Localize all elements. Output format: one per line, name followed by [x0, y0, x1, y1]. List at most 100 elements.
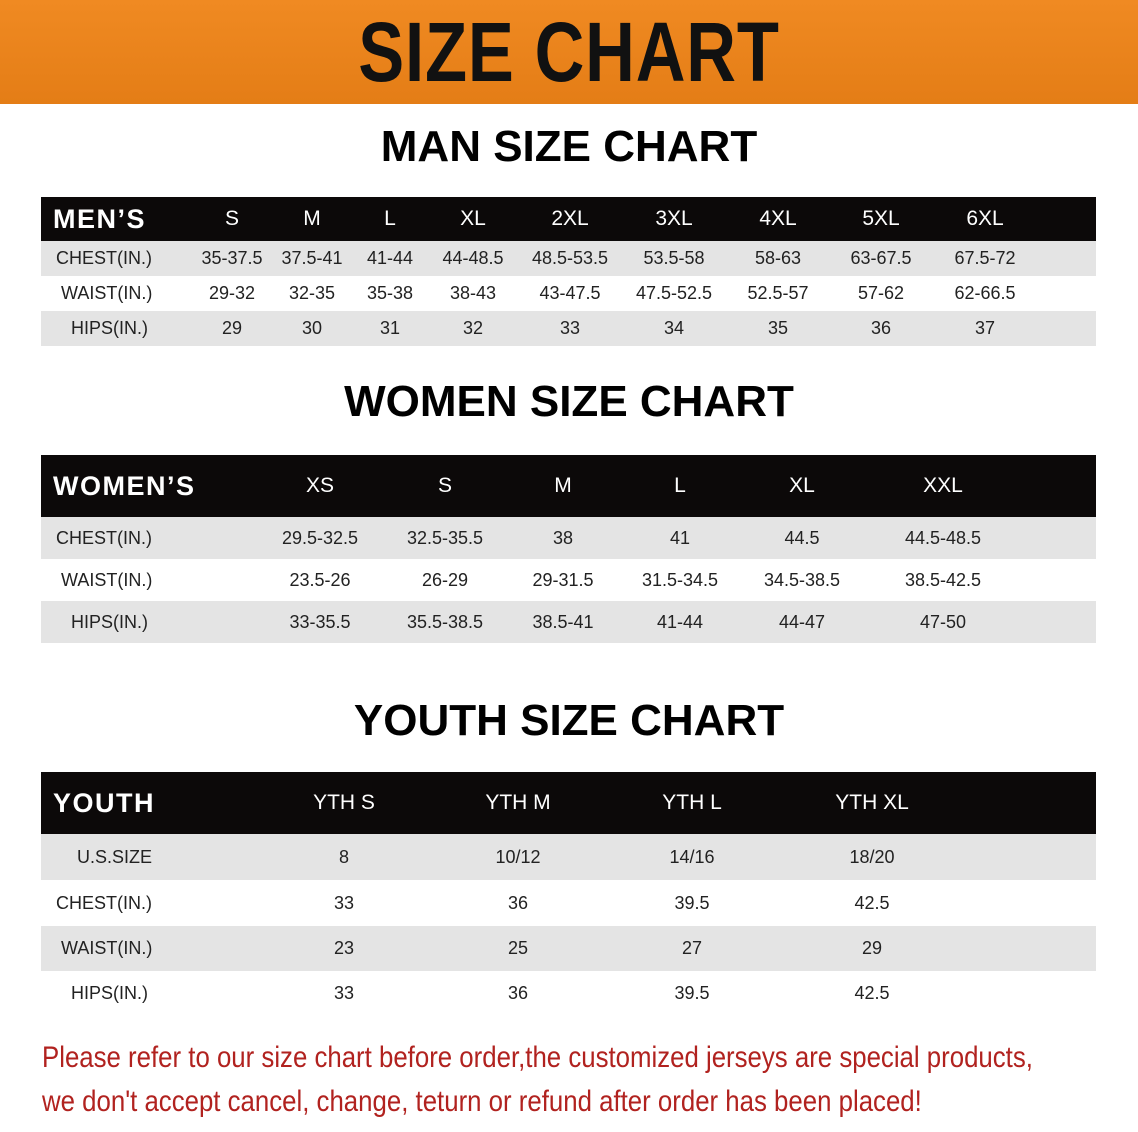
table-cell: 44.5 — [784, 527, 820, 548]
table-cell: 57-62 — [857, 283, 905, 303]
table-cell: 32.5-35.5 — [406, 527, 484, 548]
size-header-l: L — [674, 474, 686, 497]
table-row: WAIST(IN.) 23 25 27 29 — [41, 926, 1096, 971]
table-row: CHEST(IN.) 29.5-32.5 32.5-35.5 38 41 44.5 44.5… — [41, 517, 1096, 559]
header-row: MEN’S S M L XL 2XL 3XL 4XL 5XL 6XL — [41, 197, 1096, 241]
header-row: WOMEN’S XS S M L XL XXL — [41, 455, 1096, 517]
table-cell: 39.5 — [674, 892, 710, 913]
table-cell: 44.5-48.5 — [904, 527, 982, 548]
table-cell: 37 — [974, 318, 996, 338]
youth-heading: YOUTH SIZE CHART — [353, 696, 785, 745]
table-row: WAIST(IN.) 23.5-26 26-29 29-31.5 31.5-34.5 34… — [41, 559, 1096, 601]
table-cell: 23.5-26 — [289, 569, 351, 590]
table-cell: 38.5-42.5 — [904, 569, 982, 590]
page-title: SIZE CHART — [358, 4, 780, 99]
row-label: WAIST(IN.) — [61, 569, 153, 590]
row-label: U.S.SIZE — [77, 846, 153, 867]
row-label: WAIST(IN.) — [61, 283, 153, 303]
table-cell: 38 — [552, 527, 574, 548]
men-size-table: MEN’S S M L XL 2XL 3XL 4XL 5XL 6XL CHEST(IN.) 35-37… — [41, 197, 1096, 346]
table-cell: 33-35.5 — [289, 611, 351, 632]
table-cell: 33 — [333, 892, 355, 913]
table-cell: 67.5-72 — [954, 248, 1016, 268]
women-heading: WOMEN SIZE CHART — [344, 377, 794, 426]
table-header-label: WOMEN’S — [53, 470, 196, 501]
table-cell: 62-66.5 — [954, 283, 1016, 303]
table-cell: 29-31.5 — [532, 569, 594, 590]
table-cell: 26-29 — [421, 569, 469, 590]
table-cell: 36 — [507, 892, 529, 913]
header-row: YOUTH YTH S YTH M YTH L YTH XL — [41, 772, 1096, 834]
row-label: HIPS(IN.) — [71, 318, 149, 338]
table-cell: 48.5-53.5 — [531, 248, 609, 268]
table-cell: 8 — [338, 846, 350, 867]
table-row: CHEST(IN.) 35-37.5 37.5-41 41-44 44-48.5 48.5… — [41, 241, 1096, 276]
men-heading: MAN SIZE CHART — [380, 122, 758, 171]
size-header-2xl: 2XL — [551, 207, 589, 230]
table-row: HIPS(IN.) 29 30 31 32 33 34 35 36 37 — [41, 311, 1096, 346]
size-header-s: S — [437, 474, 453, 497]
size-header-5xl: 5XL — [862, 207, 900, 230]
size-header-yth-l: YTH L — [662, 791, 722, 814]
table-cell: 37.5-41 — [281, 248, 343, 268]
size-header-xxl: XXL — [923, 474, 963, 497]
table-cell: 41 — [669, 527, 691, 548]
table-cell: 52.5-57 — [747, 283, 809, 303]
table-cell: 32 — [462, 318, 484, 338]
table-row: WAIST(IN.) 29-32 32-35 35-38 38-43 43-47.5 47.… — [41, 276, 1096, 311]
size-header-m: M — [554, 474, 572, 497]
table-cell: 35-38 — [366, 283, 414, 303]
table-cell: 23 — [333, 938, 355, 958]
row-label: WAIST(IN.) — [61, 938, 153, 958]
size-header-s: S — [224, 207, 240, 230]
table-cell: 35.5-38.5 — [406, 611, 484, 632]
table-cell: 41-44 — [656, 611, 704, 632]
size-header-l: L — [384, 207, 396, 230]
table-cell: 43-47.5 — [539, 283, 601, 303]
table-cell: 42.5 — [854, 892, 890, 913]
table-header-label: MEN’S — [53, 203, 147, 234]
table-cell: 41-44 — [366, 248, 414, 268]
row-label: HIPS(IN.) — [71, 983, 149, 1003]
row-label: CHEST(IN.) — [56, 527, 152, 548]
order-notice: Please refer to our size chart before or… — [42, 1036, 1033, 1124]
table-row: CHEST(IN.) 33 36 39.5 42.5 — [41, 880, 1096, 926]
table-cell: 38.5-41 — [532, 611, 594, 632]
table-cell: 29-32 — [208, 283, 256, 303]
table-cell: 36 — [870, 318, 892, 338]
table-cell: 38-43 — [449, 283, 497, 303]
table-cell: 29 — [861, 938, 883, 958]
title-banner: SIZE CHART — [0, 0, 1138, 104]
table-cell: 44-48.5 — [442, 248, 504, 268]
table-cell: 44-47 — [778, 611, 826, 632]
size-header-3xl: 3XL — [655, 207, 693, 230]
table-cell: 63-67.5 — [850, 248, 912, 268]
size-header-xl: XL — [789, 474, 815, 497]
row-label: CHEST(IN.) — [56, 892, 152, 913]
row-label: CHEST(IN.) — [56, 248, 152, 268]
table-cell: 47.5-52.5 — [635, 283, 713, 303]
size-header-4xl: 4XL — [759, 207, 797, 230]
table-cell: 35-37.5 — [201, 248, 263, 268]
table-cell: 31 — [379, 318, 401, 338]
youth-size-table: YOUTH YTH S YTH M YTH L YTH XL U.S.SIZE 8 10/12… — [41, 772, 1096, 1016]
table-cell: 39.5 — [674, 983, 710, 1003]
table-cell: 34 — [663, 318, 685, 338]
table-header-label: YOUTH — [53, 787, 155, 818]
table-row: U.S.SIZE 8 10/12 14/16 18/20 — [41, 834, 1096, 880]
table-cell: 33 — [559, 318, 581, 338]
table-cell: 35 — [767, 318, 789, 338]
table-cell: 29 — [221, 318, 243, 338]
notice-line-1: Please refer to our size chart before or… — [42, 1041, 1033, 1074]
table-cell: 36 — [507, 983, 529, 1003]
table-cell: 31.5-34.5 — [641, 569, 719, 590]
women-size-table: WOMEN’S XS S M L XL XXL CHEST(IN.) 29.5-32.5 32.5… — [41, 455, 1096, 643]
table-cell: 42.5 — [854, 983, 890, 1003]
table-cell: 47-50 — [919, 611, 967, 632]
table-cell: 58-63 — [754, 248, 802, 268]
table-cell: 32-35 — [288, 283, 336, 303]
table-cell: 34.5-38.5 — [763, 569, 841, 590]
size-header-xs: XS — [305, 474, 335, 497]
size-header-6xl: 6XL — [966, 207, 1004, 230]
table-cell: 27 — [681, 938, 703, 958]
